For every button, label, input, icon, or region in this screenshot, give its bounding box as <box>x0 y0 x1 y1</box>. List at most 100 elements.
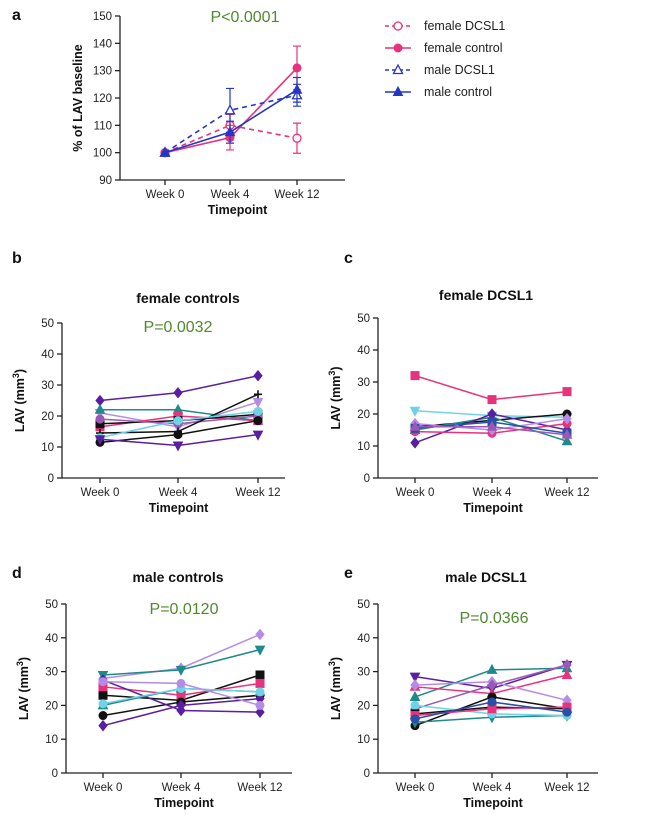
panel-letter: c <box>344 250 353 267</box>
series-0 <box>98 628 265 685</box>
data-point <box>175 665 187 676</box>
y-axis-title: LAV (mm3) <box>11 369 27 432</box>
data-point <box>410 371 420 381</box>
data-point <box>252 398 264 409</box>
legend-marker <box>392 85 404 96</box>
y-axis-title: LAV (mm3) <box>327 657 343 720</box>
data-point <box>410 679 420 691</box>
y-tick-label: 30 <box>357 377 370 389</box>
y-tick-label: 120 <box>93 93 112 105</box>
y-tick-label: 50 <box>357 599 370 611</box>
y-tick-label: 50 <box>357 313 370 325</box>
y-tick-label: 40 <box>45 633 58 645</box>
data-point <box>486 663 498 674</box>
y-tick-label: 150 <box>93 11 112 23</box>
y-axis-title: LAV (mm3) <box>327 366 343 429</box>
axes <box>115 15 345 185</box>
legend: female DCSL1 female control male DCSL1 male… <box>385 19 505 99</box>
series-10 <box>410 697 572 724</box>
data-point <box>255 687 265 697</box>
data-point <box>94 435 106 446</box>
p-value-label: P=0.0032 <box>144 319 213 336</box>
x-tick-label: Week 12 <box>274 189 319 201</box>
axes <box>57 322 285 483</box>
series-9 <box>98 677 265 710</box>
data-point <box>176 704 186 717</box>
panel-letter: a <box>12 7 21 24</box>
data-point <box>252 430 264 441</box>
data-point <box>98 719 108 732</box>
legend-marker <box>393 21 403 31</box>
data-point <box>255 706 265 718</box>
y-tick-label: 40 <box>41 349 54 361</box>
data-point <box>253 369 263 382</box>
data-point <box>255 628 265 641</box>
data-point <box>224 103 236 115</box>
axes <box>373 317 598 483</box>
y-axis-title-end: ) <box>17 657 31 661</box>
data-point <box>561 668 573 679</box>
x-axis-title: Timepoint <box>149 501 209 515</box>
data-point <box>98 677 108 687</box>
y-tick-label: 10 <box>357 441 370 453</box>
y-axis-title: % of LAV baseline <box>71 44 85 151</box>
x-tick-label: Week 0 <box>81 487 120 499</box>
data-point <box>98 711 108 721</box>
data-point <box>409 690 421 701</box>
y-tick-label: 20 <box>357 700 370 712</box>
chart-title: female DCSL1 <box>439 287 533 303</box>
y-tick-label: 90 <box>99 175 112 187</box>
data-point <box>409 406 421 417</box>
y-tick-label: 0 <box>364 473 370 485</box>
x-tick-label: Week 0 <box>396 487 435 499</box>
x-tick-label: Week 0 <box>396 782 435 794</box>
legend-label: male control <box>424 85 492 99</box>
y-axis-title-sup: 3 <box>327 371 337 376</box>
y-axis-title-main: LAV (mm <box>13 378 27 432</box>
data-point <box>173 430 183 440</box>
y-tick-label: 50 <box>45 599 58 611</box>
x-axis-title: Timepoint <box>154 796 214 810</box>
data-point <box>173 386 183 399</box>
y-tick-label: 30 <box>41 380 54 392</box>
data-point <box>487 679 497 691</box>
data-point <box>176 678 186 688</box>
y-tick-label: 0 <box>52 768 58 780</box>
data-point <box>255 700 265 710</box>
x-tick-label: Week 4 <box>211 189 250 201</box>
data-point <box>486 420 498 431</box>
x-tick-label: Week 12 <box>235 487 280 499</box>
series-0 <box>410 371 572 405</box>
chart-panel-e: e male DCSL1 P=0.0366 0 10 20 30 40 50 Week 0 Week… <box>327 565 598 810</box>
data-point <box>255 670 265 680</box>
y-tick-label: 10 <box>357 734 370 746</box>
data-point <box>561 435 573 446</box>
data-point <box>410 436 420 449</box>
y-axis-title-main: LAV (mm <box>17 666 31 720</box>
series-0 <box>95 369 263 407</box>
y-axis-title-main: LAV (mm <box>329 376 343 430</box>
data-point <box>410 714 420 724</box>
p-value-label: P=0.0366 <box>460 610 529 627</box>
data-point <box>291 83 303 94</box>
series-9 <box>94 430 264 452</box>
x-tick-label: Week 12 <box>237 782 282 794</box>
data-point <box>159 146 171 157</box>
data-point <box>409 420 421 431</box>
y-axis-title-sup: 3 <box>327 661 337 666</box>
data-point <box>562 412 572 425</box>
chart-panel-b: b female controls P=0.0032 0 10 20 30 40 50 Week … <box>11 250 285 515</box>
y-axis-title-end: ) <box>13 369 27 373</box>
data-point <box>173 416 183 426</box>
data-point <box>98 690 108 700</box>
data-point <box>292 63 302 73</box>
x-axis-title: Timepoint <box>463 501 523 515</box>
y-tick-label: 20 <box>357 409 370 421</box>
y-tick-label: 100 <box>93 148 112 160</box>
y-axis-title-sup: 3 <box>15 661 25 666</box>
axes <box>61 603 292 778</box>
y-axis-title-end: ) <box>329 657 343 661</box>
chart-title: male DCSL1 <box>445 569 527 585</box>
y-tick-label: 140 <box>93 38 112 50</box>
